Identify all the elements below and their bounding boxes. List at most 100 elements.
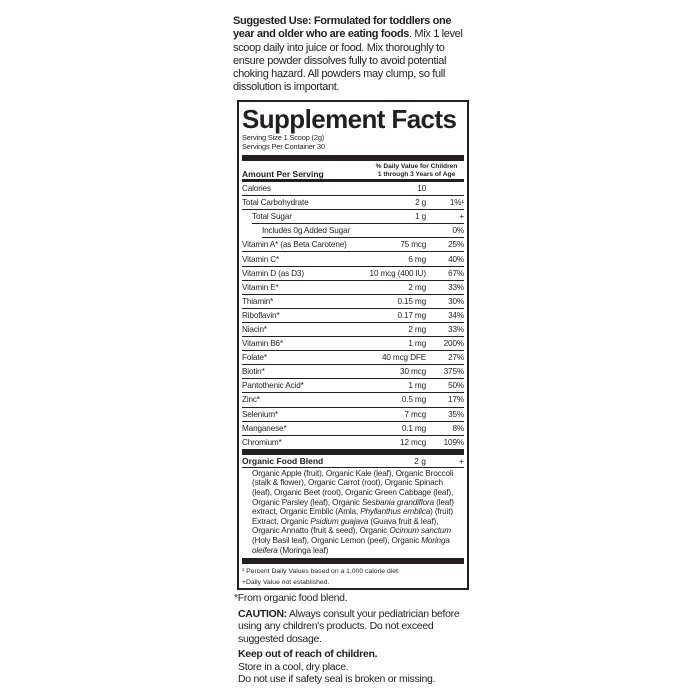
dv-header-line1: % Daily Value for Children bbox=[375, 163, 458, 170]
seal-note: Do not use if safety seal is broken or m… bbox=[238, 673, 436, 685]
nutrient-amount: 7 mcg bbox=[404, 409, 426, 419]
nutrient-name: Biotin* bbox=[242, 367, 265, 377]
nutrient-row: Vitamin E* 2 mg 33% bbox=[242, 281, 464, 295]
ingredient-latin-name: Ocimum sanctum bbox=[389, 526, 451, 536]
ingredient-text: (Holy Basil leaf), Organic Lemon (peel),… bbox=[252, 535, 422, 545]
amount-header: Amount Per Serving bbox=[242, 169, 324, 179]
ingredient-text: (leaf) extract, Organic Emblic (Amla, bbox=[252, 497, 454, 517]
nutrient-amount: 0.17 mg bbox=[397, 310, 426, 320]
nutrient-name: Niacin* bbox=[242, 324, 267, 334]
nutrient-name: Folate* bbox=[242, 353, 267, 363]
label-bottom-text: *From organic food blend. CAUTION: Alway… bbox=[234, 592, 466, 689]
nutrient-amount: 10 bbox=[417, 184, 426, 194]
nutrient-amount: 1 mg bbox=[408, 339, 426, 349]
nutrient-amount: 2 mg bbox=[408, 324, 426, 334]
nutrient-row: Pantothenic Acid* 1 mg 50% bbox=[242, 379, 464, 394]
nutrient-dv: 200% bbox=[443, 339, 464, 349]
nutrient-dv: + bbox=[459, 212, 464, 222]
dv-header: % Daily Value for Children 1 through 3 Ye… bbox=[369, 163, 464, 179]
caution-label: CAUTION: bbox=[238, 607, 287, 620]
supplement-facts-panel: Supplement Facts Serving Size 1 Scoop (2… bbox=[237, 100, 469, 590]
nutrient-rows: Calories 10 Total Carbohydrate 2 g 1%¹ Total … bbox=[242, 182, 464, 449]
nutrient-row: Niacin* 2 mg 33% bbox=[242, 323, 464, 338]
nutrient-amount: 75 mcg bbox=[400, 240, 427, 250]
nutrient-name: Vitamin B6* bbox=[242, 339, 283, 349]
nutrient-name: Thiamin* bbox=[242, 296, 274, 306]
blend-name: Organic Food Blend bbox=[242, 455, 324, 466]
nutrient-amount: 0.15 mg bbox=[397, 296, 426, 306]
blend-dv: + bbox=[459, 455, 464, 466]
nutrient-row: Total Sugar 1 g + bbox=[252, 210, 464, 225]
nutrient-dv: 40% bbox=[448, 254, 464, 264]
footnote-dv: +Daily Value not established. bbox=[242, 578, 330, 586]
nutrient-dv: 1%¹ bbox=[449, 198, 464, 208]
nutrient-row: Vitamin D (as D3) 10 mcg (400 IU) 67% bbox=[242, 267, 464, 281]
nutrient-dv: 109% bbox=[443, 437, 464, 447]
nutrient-name: Includes 0g Added Sugar bbox=[262, 226, 351, 236]
ingredient-latin-name: Psidium guajava bbox=[310, 516, 369, 526]
nutrient-row: Biotin* 30 mcg 375% bbox=[242, 365, 464, 380]
nutrient-dv: 35% bbox=[448, 409, 464, 419]
nutrient-name: Vitamin E* bbox=[242, 282, 279, 292]
servings-per-container: Servings Per Container 30 bbox=[242, 141, 325, 151]
panel-title: Supplement Facts bbox=[242, 104, 457, 134]
nutrient-dv: 33% bbox=[448, 324, 464, 334]
caution-text: Always consult your pediatrician before … bbox=[238, 607, 460, 645]
nutrient-name: Manganese* bbox=[242, 423, 287, 433]
nutrient-row: Manganese* 0.1 mg 8% bbox=[242, 422, 464, 436]
blend-amount: 2 g bbox=[414, 455, 426, 466]
nutrient-row: Thiamin* 0.15 mg 30% bbox=[242, 295, 464, 309]
nutrient-row: Calories 10 bbox=[242, 182, 464, 197]
ingredient-latin-name: Moringa oleifera bbox=[252, 535, 450, 555]
nutrient-name: Riboflavin* bbox=[242, 310, 280, 320]
nutrient-name: Vitamin A* (as Beta Carotene) bbox=[242, 240, 347, 250]
nutrient-dv: 8% bbox=[452, 423, 464, 433]
nutrient-dv: 33% bbox=[448, 282, 464, 292]
nutrient-amount: 1 mg bbox=[408, 381, 426, 391]
nutrient-row: Vitamin A* (as Beta Carotene) 75 mcg 25% bbox=[242, 238, 464, 253]
blend-row: Organic Food Blend 2 g + bbox=[242, 455, 464, 468]
nutrient-dv: 50% bbox=[448, 381, 464, 391]
nutrient-amount: 2 g bbox=[415, 198, 426, 208]
nutrient-amount: 6 mg bbox=[408, 254, 426, 264]
ingredient-latin-name: Phyllanthus emblica bbox=[360, 507, 431, 517]
nutrient-row: Folate* 40 mcg DFE 27% bbox=[242, 351, 464, 366]
nutrient-dv: 17% bbox=[448, 395, 464, 405]
nutrient-row: Chromium* 12 mcg 109% bbox=[242, 436, 464, 449]
nutrient-row: Total Carbohydrate 2 g 1%¹ bbox=[242, 196, 464, 211]
nutrient-amount: 12 mcg bbox=[400, 437, 426, 447]
suggested-use-text: . Mix 1 level scoop daily into juice or … bbox=[233, 28, 463, 94]
nutrient-name: Vitamin D (as D3) bbox=[242, 268, 304, 278]
from-blend-note: *From organic food blend. bbox=[234, 592, 348, 604]
nutrient-name: Calories bbox=[242, 184, 271, 194]
nutrient-dv: 34% bbox=[448, 310, 464, 320]
nutrient-dv: 30% bbox=[448, 296, 464, 306]
nutrient-name: Zinc* bbox=[242, 395, 260, 405]
nutrient-amount: 30 mcg bbox=[400, 367, 426, 377]
dv-header-line2: 1 through 3 Years of Age bbox=[377, 171, 456, 178]
nutrient-dv: 27% bbox=[448, 353, 464, 363]
storage: Keep out of reach of children. Store in a… bbox=[238, 648, 466, 686]
divider-bar bbox=[242, 155, 464, 161]
nutrient-amount: 0.5 mg bbox=[401, 395, 426, 405]
nutrient-row: Vitamin B6* 1 mg 200% bbox=[242, 337, 464, 352]
blend-ingredients: Organic Apple (fruit), Organic Kale (lea… bbox=[242, 469, 464, 555]
nutrient-dv: 67% bbox=[448, 268, 464, 278]
ingredient-text: (Moringa leaf) bbox=[277, 545, 329, 555]
ingredient-latin-name: Sesbania grandiflora bbox=[361, 497, 434, 507]
ingredient-text: ) (fruit) Extract, Organic bbox=[252, 507, 453, 526]
nutrient-name: Pantothenic Acid* bbox=[242, 381, 304, 391]
nutrient-amount: 1 g bbox=[415, 212, 426, 222]
nutrient-amount: 10 mcg (400 IU) bbox=[369, 268, 427, 278]
keep-out-warning: Keep out of reach of children. bbox=[238, 648, 378, 660]
nutrient-name: Selenium* bbox=[242, 409, 278, 419]
nutrient-amount: 40 mcg DFE bbox=[382, 353, 426, 363]
nutrient-name: Total Sugar bbox=[252, 212, 292, 222]
nutrient-row: Zinc* 0.5 mg 17% bbox=[242, 393, 464, 408]
footnote-calorie: ¹ Percent Daily Values based on a 1,000 … bbox=[242, 568, 400, 576]
nutrient-name: Chromium* bbox=[242, 437, 282, 447]
suggested-use: Suggested Use: Formulated for toddlers o… bbox=[233, 15, 465, 95]
nutrient-amount: 0.1 mg bbox=[401, 423, 426, 433]
suggested-use-heading: Suggested Use: Formulated for toddlers o… bbox=[233, 15, 452, 41]
ingredient-text: (Guava fruit & leaf), Organic Annatto (f… bbox=[252, 516, 439, 536]
